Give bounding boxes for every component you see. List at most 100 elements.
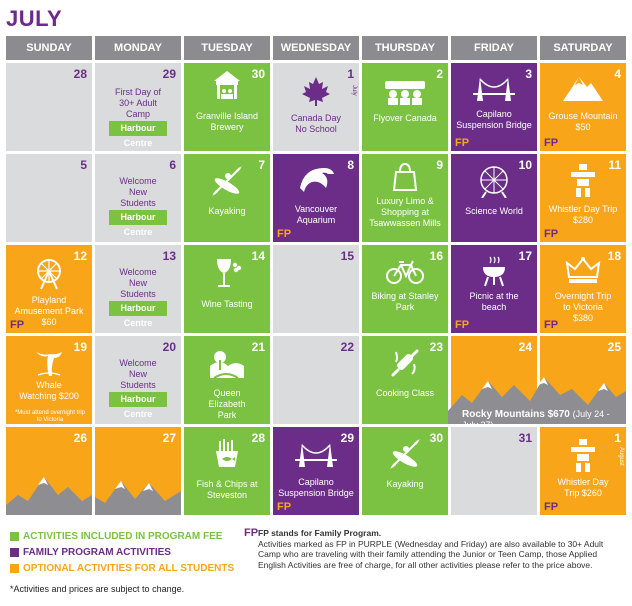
calendar-day: 6 Welcome New Students Harbour Centre — [95, 154, 181, 242]
date-number: 18 — [607, 249, 621, 263]
mountain-icon — [561, 73, 605, 108]
activity-label: Whale Watching $200 — [19, 380, 79, 401]
fp-badge: FP — [544, 319, 559, 331]
bicycle-icon — [385, 259, 425, 290]
inukshuk-icon — [568, 162, 598, 203]
calendar-day: 18 Overnight Trip to Victoria $380 FP — [540, 245, 626, 333]
date-number: 2 — [436, 67, 443, 81]
calendar-day: 28 Fish & Chips at Steveston — [184, 427, 270, 515]
date-number: 23 — [429, 340, 443, 354]
date-number: 19 — [73, 340, 87, 354]
date-number: 1 — [347, 67, 354, 81]
date-number: 30 — [429, 431, 443, 445]
inukshuk-icon — [568, 437, 598, 478]
activity-label: Welcome New Students — [119, 176, 157, 208]
calendar-day: 31 — [451, 427, 537, 515]
activity-label: Granville Island Brewery — [195, 111, 259, 132]
calendar-day: 26 — [6, 427, 92, 515]
day-header-sunday: SUNDAY — [6, 36, 92, 60]
activity-label: Wine Tasting — [201, 299, 253, 309]
date-number: 9 — [436, 158, 443, 172]
legend-item-optional: OPTIONAL ACTIVITIES FOR ALL STUDENTS — [10, 563, 234, 574]
fp-explanation: FP FP stands for Family Program. Activit… — [244, 528, 624, 570]
date-number: 22 — [340, 340, 354, 354]
calendar-day: 30 Kayaking — [362, 427, 448, 515]
calendar-day: 13 Welcome New Students Harbour Centre — [95, 245, 181, 333]
date-number: 6 — [169, 158, 176, 172]
audience-icon — [383, 79, 427, 110]
calendar-day: 1 August Whistler Day Trip $260 FP — [540, 427, 626, 515]
calendar-day: 9 Luxury Limo & Shopping at Tsawwassen M… — [362, 154, 448, 242]
calendar-day: 28 — [6, 63, 92, 151]
activity-label: Whistler Day Trip $260 — [557, 477, 609, 498]
location-tag: Harbour Centre — [109, 121, 167, 148]
fp-badge: FP — [277, 228, 292, 240]
date-number: 5 — [80, 158, 87, 172]
activity-label: Fish & Chips at Steveston — [196, 479, 258, 500]
activity-label: Whistler Day Trip $280 — [548, 204, 618, 225]
activity-label: Capilano Suspension Bridge — [456, 109, 532, 130]
calendar-day: 3 Capilano Suspension Bridge FP — [451, 63, 537, 151]
date-number: 7 — [258, 158, 265, 172]
calendar-day: 12 Playland Amusement Park $60 FP — [6, 245, 92, 333]
mountain-range-icon — [448, 377, 626, 424]
date-number: 27 — [162, 431, 176, 445]
calendar-day: 5 — [6, 154, 92, 242]
legend-swatch — [10, 547, 19, 557]
rolling-pin-icon — [388, 346, 422, 385]
activity-label: Overnight Trip to Victoria $380 — [554, 291, 612, 323]
date-number: 12 — [73, 249, 87, 263]
crown-icon — [565, 255, 601, 290]
activity-label: Kayaking — [386, 479, 424, 489]
date-number: 1 — [614, 431, 621, 445]
activity-label: Flyover Canada — [373, 113, 437, 123]
kayak-icon — [210, 164, 244, 203]
activity-label: Luxury Limo & Shopping at Tsawwassen Mil… — [369, 196, 441, 228]
day-header-tuesday: TUESDAY — [184, 36, 270, 60]
shopping-bag-icon — [392, 162, 418, 197]
calendar-day: 7 Kayaking — [184, 154, 270, 242]
location-tag: Harbour Centre — [109, 392, 167, 419]
activity-label: Capilano Suspension Bridge — [278, 477, 354, 498]
calendar-day: 30 Granville Island Brewery — [184, 63, 270, 151]
market-stall-icon — [210, 69, 244, 108]
calendar-day: 2 Flyover Canada — [362, 63, 448, 151]
bridge-icon — [471, 73, 517, 108]
calendar-day: 8 Vancouver Aquarium FP — [273, 154, 359, 242]
calendar: SUNDAY MONDAY TUESDAY WEDNESDAY THURSDAY… — [6, 36, 626, 532]
activity-label: Grouse Mountain $50 — [548, 111, 618, 132]
location-tag: Harbour Centre — [109, 301, 167, 328]
fp-body: Activities marked as FP in PURPLE (Wedne… — [258, 538, 604, 570]
fp-badge: FP — [10, 319, 25, 331]
fp-heading: FP stands for Family Program. — [258, 528, 382, 538]
legend-swatch — [10, 531, 19, 541]
geodesic-dome-icon — [476, 164, 512, 203]
whale-tail-icon — [34, 348, 64, 383]
legend-item-program-fee: ACTIVITIES INCLUDED IN PROGRAM FEE — [10, 531, 222, 542]
dolphin-icon — [296, 162, 336, 201]
fish-chips-icon — [210, 437, 244, 476]
date-number: 29 — [340, 431, 354, 445]
fp-badge: FP — [277, 501, 292, 513]
date-number: 4 — [614, 67, 621, 81]
day-header-thursday: THURSDAY — [362, 36, 448, 60]
day-header-wednesday: WEDNESDAY — [273, 36, 359, 60]
grill-icon — [480, 255, 508, 292]
footnote: *Activities and prices are subject to ch… — [10, 584, 185, 594]
calendar-day: 19 Whale Watching $200 *Must attend over… — [6, 336, 92, 424]
calendar-day: 27 — [95, 427, 181, 515]
trip-note: *Must attend overnight trip to Victoria — [14, 410, 86, 423]
activity-label: Biking at Stanley Park — [371, 291, 439, 312]
calendar-day: 21 Queen Elizabeth Park — [184, 336, 270, 424]
calendar-day: 23 Cooking Class — [362, 336, 448, 424]
fp-badge: FP — [544, 137, 559, 149]
date-number: 20 — [162, 340, 176, 354]
mountain-range-icon — [6, 477, 92, 515]
fp-badge: FP — [544, 501, 559, 513]
rocky-mountains-banner: Rocky Mountains $670 (July 24 - July 27) — [448, 371, 626, 424]
date-number: 21 — [251, 340, 265, 354]
date-number: 25 — [607, 340, 621, 354]
activity-label: First Day of 30+ Adult Camp — [114, 87, 161, 119]
calendar-day: 16 Biking at Stanley Park — [362, 245, 448, 333]
activity-label: Playland Amusement Park $60 — [14, 295, 84, 327]
